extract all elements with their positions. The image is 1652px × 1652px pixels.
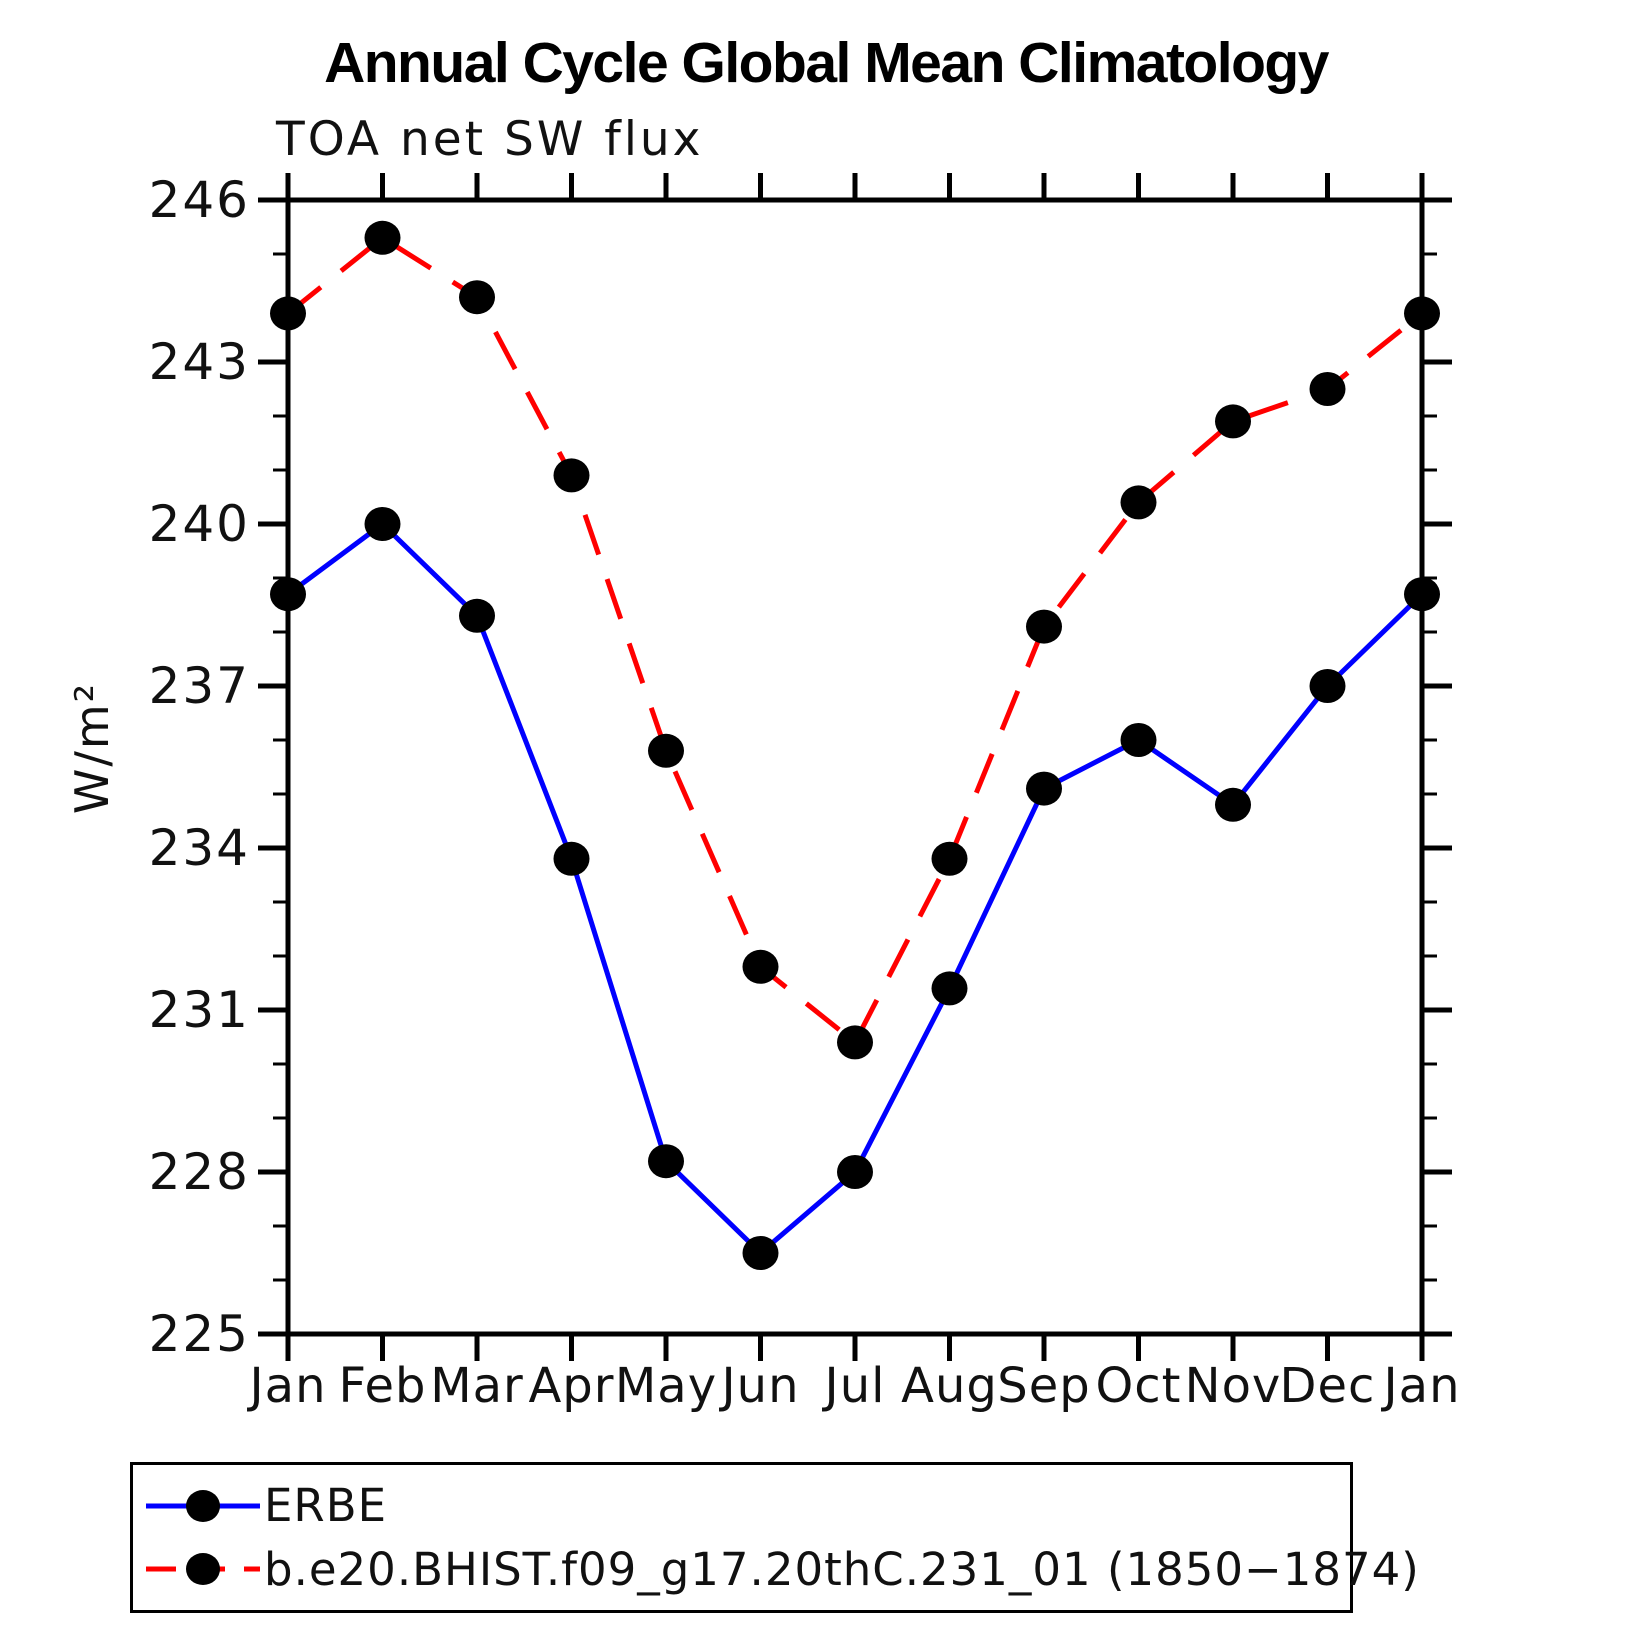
- x-month-label: Apr: [528, 1358, 614, 1414]
- model-data-point: [648, 733, 684, 768]
- erbe-data-point: [742, 1236, 779, 1270]
- model-data-point: [931, 841, 968, 876]
- erbe-data-point: [837, 1155, 873, 1189]
- model-data-point: [742, 949, 779, 984]
- x-month-label: May: [615, 1358, 717, 1414]
- y-tick-label: 246: [149, 171, 250, 229]
- page-title: Annual Cycle Global Mean Climatology: [324, 31, 1329, 95]
- y-tick-label: 243: [149, 333, 250, 391]
- erbe-data-point: [1026, 771, 1062, 806]
- model-data-point: [837, 1025, 873, 1060]
- chart-subtitle: TOA net SW flux: [276, 112, 704, 167]
- erbe-data-point: [1120, 723, 1157, 757]
- legend-row-model: b.e20.BHIST.f09_g17.20thC.231_01 (1850−1…: [133, 1547, 1419, 1592]
- erbe-data-point: [1404, 577, 1440, 612]
- erbe-line: [286, 520, 1424, 1257]
- x-month-label: Jan: [1381, 1358, 1461, 1414]
- x-month-label: Jun: [719, 1358, 800, 1414]
- y-tick-label: 225: [149, 1305, 250, 1363]
- x-month-label: Oct: [1096, 1358, 1182, 1414]
- erbe-data-point: [1215, 787, 1251, 822]
- erbe-data-point: [553, 841, 590, 876]
- model-data-point: [1404, 296, 1440, 331]
- x-month-label: Feb: [339, 1358, 427, 1414]
- model-line: [286, 234, 1424, 1047]
- model-data-point: [459, 280, 495, 315]
- legend-row-erbe: ERBE: [133, 1483, 1350, 1528]
- model-data-point: [1026, 609, 1062, 644]
- y-tick-label: 237: [149, 657, 250, 715]
- erbe-line-sample-icon: [146, 1489, 260, 1522]
- x-month-label: Sep: [997, 1358, 1090, 1414]
- erbe-data-point: [270, 577, 306, 612]
- model-line-sample-icon: [146, 1553, 260, 1586]
- legend-label-erbe: ERBE: [264, 1479, 388, 1533]
- x-month-label: Aug: [901, 1358, 998, 1414]
- y-tick-label: 240: [149, 495, 250, 553]
- x-month-label: Jul: [822, 1358, 886, 1414]
- erbe-data-point: [648, 1144, 684, 1179]
- erbe-data-point: [364, 507, 401, 541]
- model-data-point: [364, 220, 401, 255]
- y-tick-label: 228: [149, 1143, 250, 1201]
- axis-frame: [285, 197, 1425, 1337]
- legend-label-model: b.e20.BHIST.f09_g17.20thC.231_01 (1850−1…: [264, 1542, 1420, 1596]
- y-tick-label: 234: [149, 819, 250, 877]
- x-month-label: Nov: [1185, 1358, 1282, 1414]
- model-data-point: [270, 296, 306, 331]
- erbe-data-point: [459, 598, 495, 633]
- model-data-point: [1120, 485, 1157, 520]
- x-month-label: Mar: [430, 1358, 524, 1414]
- y-tick-label: 231: [149, 981, 250, 1039]
- x-month-label: Jan: [247, 1358, 327, 1414]
- x-month-label: Dec: [1280, 1358, 1376, 1414]
- legend: ERBE b.e20.BHIST.f09_g17.20thC.231_01 (1…: [130, 1462, 1419, 1613]
- erbe-data-point: [931, 971, 968, 1006]
- model-data-point: [553, 458, 590, 493]
- model-data-point: [1309, 372, 1346, 406]
- model-data-point: [1215, 404, 1251, 439]
- erbe-data-point: [1309, 669, 1346, 703]
